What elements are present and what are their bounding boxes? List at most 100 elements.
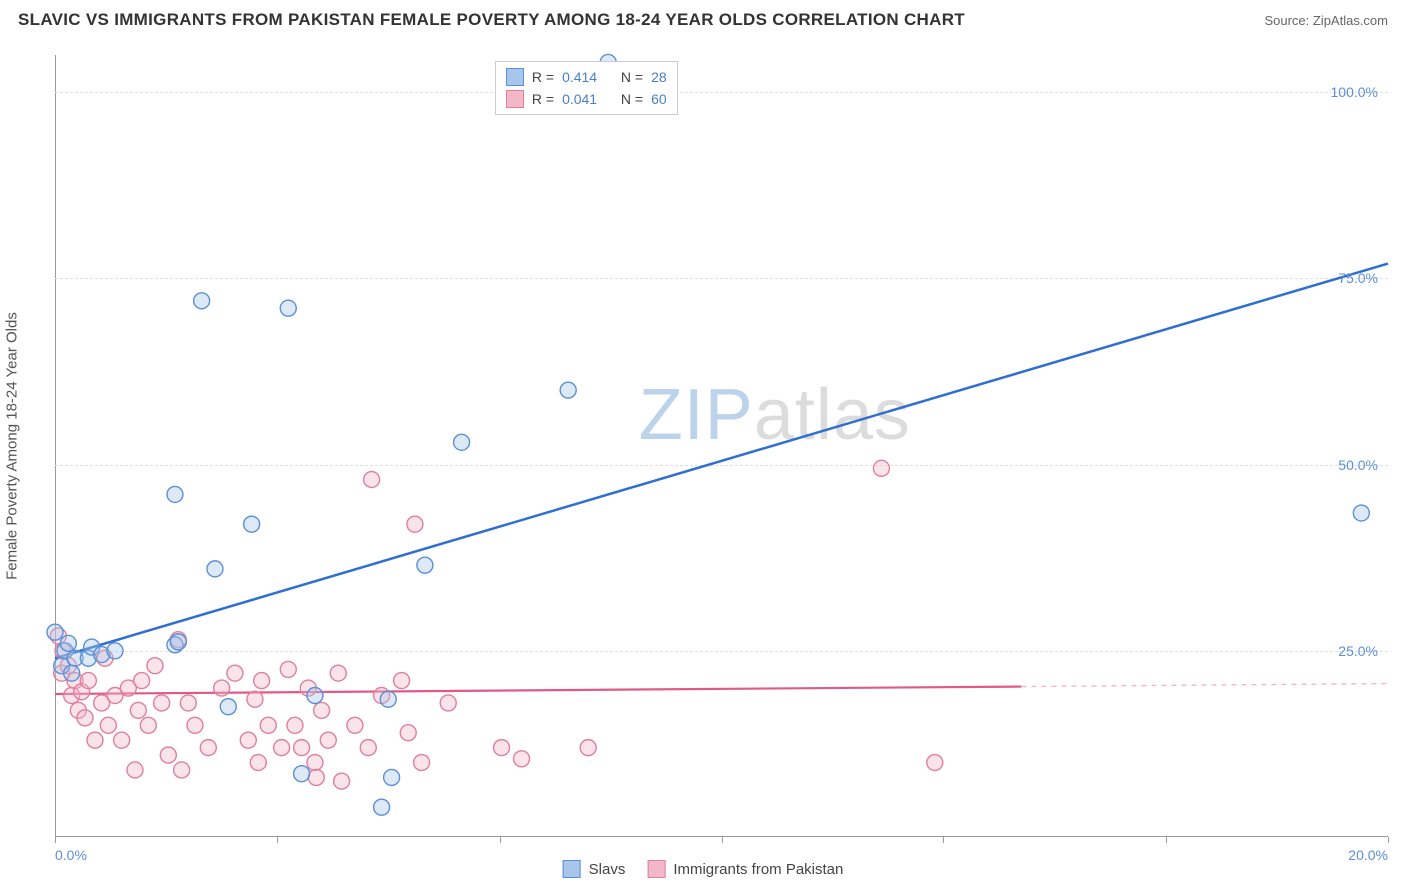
legend-item-pakistan: Immigrants from Pakistan	[647, 860, 843, 878]
series-legend: Slavs Immigrants from Pakistan	[563, 860, 844, 878]
data-point	[227, 665, 243, 681]
data-point	[380, 691, 396, 707]
data-point	[374, 799, 390, 815]
data-point	[147, 658, 163, 674]
data-point	[560, 382, 576, 398]
legend-row-pakistan: R = 0.041 N = 60	[506, 88, 667, 110]
data-point	[400, 725, 416, 741]
data-point	[250, 755, 266, 771]
data-point	[260, 717, 276, 733]
trend-line-slavs	[55, 264, 1388, 659]
data-point	[244, 516, 260, 532]
x-tick	[500, 837, 501, 843]
data-point	[384, 769, 400, 785]
source-name: ZipAtlas.com	[1313, 13, 1388, 28]
n-value-pakistan: 60	[651, 88, 667, 110]
swatch-pakistan-bottom	[647, 860, 665, 878]
data-point	[254, 673, 270, 689]
data-point	[214, 680, 230, 696]
y-tick-label: 25.0%	[1338, 643, 1378, 659]
data-point	[80, 673, 96, 689]
data-point	[314, 702, 330, 718]
data-point	[60, 635, 76, 651]
data-point	[47, 624, 63, 640]
data-point	[140, 717, 156, 733]
x-axis-end-label: 20.0%	[1348, 847, 1388, 863]
legend-label-pakistan: Immigrants from Pakistan	[673, 861, 843, 878]
y-axis-label: Female Poverty Among 18-24 Year Olds	[4, 312, 21, 580]
data-point	[87, 732, 103, 748]
data-point	[107, 643, 123, 659]
r-prefix: R =	[532, 88, 554, 110]
data-point	[200, 740, 216, 756]
data-point	[280, 300, 296, 316]
x-tick	[277, 837, 278, 843]
r-value-slavs: 0.414	[562, 66, 597, 88]
legend-item-slavs: Slavs	[563, 860, 626, 878]
r-prefix: R =	[532, 66, 554, 88]
data-point	[440, 695, 456, 711]
swatch-slavs-bottom	[563, 860, 581, 878]
data-point	[307, 687, 323, 703]
data-point	[347, 717, 363, 733]
x-tick	[722, 837, 723, 843]
trend-line-pakistan	[55, 687, 1021, 694]
data-point	[240, 732, 256, 748]
source-prefix: Source:	[1264, 13, 1312, 28]
data-point	[334, 773, 350, 789]
data-point	[180, 695, 196, 711]
data-point	[274, 740, 290, 756]
data-point	[307, 755, 323, 771]
data-point	[64, 665, 80, 681]
data-point	[873, 460, 889, 476]
x-tick	[55, 837, 56, 843]
data-point	[454, 434, 470, 450]
x-tick	[943, 837, 944, 843]
data-point	[417, 557, 433, 573]
plot-area: ZIPatlas R = 0.414 N = 28 R = 0.041 N = …	[55, 55, 1388, 837]
swatch-slavs	[506, 68, 524, 86]
data-point	[580, 740, 596, 756]
data-point	[514, 751, 530, 767]
data-point	[394, 673, 410, 689]
y-tick-label: 50.0%	[1338, 457, 1378, 473]
data-point	[154, 695, 170, 711]
data-point	[364, 472, 380, 488]
trend-line-pakistan-dashed	[1021, 684, 1388, 687]
x-tick	[1166, 837, 1167, 843]
x-axis-origin-label: 0.0%	[55, 847, 87, 863]
data-point	[134, 673, 150, 689]
n-value-slavs: 28	[651, 66, 667, 88]
data-point	[280, 661, 296, 677]
data-point	[167, 486, 183, 502]
data-point	[308, 769, 324, 785]
data-point	[160, 747, 176, 763]
data-point	[414, 755, 430, 771]
data-point	[100, 717, 116, 733]
data-point	[287, 717, 303, 733]
data-point	[114, 732, 130, 748]
chart-title: SLAVIC VS IMMIGRANTS FROM PAKISTAN FEMAL…	[18, 10, 965, 30]
data-point	[207, 561, 223, 577]
data-point	[174, 762, 190, 778]
data-point	[330, 665, 346, 681]
data-point	[360, 740, 376, 756]
swatch-pakistan	[506, 90, 524, 108]
data-point	[494, 740, 510, 756]
data-point	[1353, 505, 1369, 521]
legend-row-slavs: R = 0.414 N = 28	[506, 66, 667, 88]
data-point	[194, 293, 210, 309]
x-tick	[1388, 837, 1389, 843]
n-prefix: N =	[621, 66, 643, 88]
y-tick-label: 75.0%	[1338, 270, 1378, 286]
legend-label-slavs: Slavs	[589, 861, 626, 878]
data-point	[294, 740, 310, 756]
data-point	[220, 699, 236, 715]
chart-area: ZIPatlas R = 0.414 N = 28 R = 0.041 N = …	[55, 55, 1388, 837]
data-point	[927, 755, 943, 771]
data-point	[294, 766, 310, 782]
data-point	[320, 732, 336, 748]
n-prefix: N =	[621, 88, 643, 110]
data-point	[77, 710, 93, 726]
data-point	[187, 717, 203, 733]
